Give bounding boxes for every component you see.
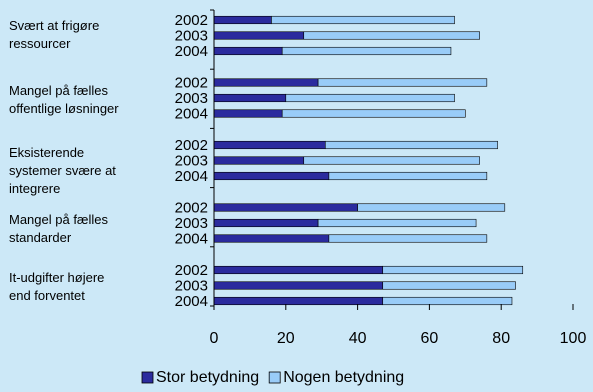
group-label: Eksisterende systemer svære at integrere	[9, 145, 116, 196]
x-tick-label: 100	[560, 330, 587, 347]
bar-stor-betydning	[213, 93, 287, 103]
x-tick-label: 60	[421, 330, 439, 347]
year-label: 2004	[175, 293, 208, 310]
bar-stor-betydning	[213, 234, 330, 243]
year-label: 2003	[175, 153, 208, 170]
bar-nogen-betydning	[271, 15, 455, 25]
group-label: It-udgifter højere end forventet	[9, 270, 104, 303]
y-axis-labels: Svært at frigøre ressourcer200220032004Ma…	[9, 12, 208, 310]
bar-stor-betydning	[213, 46, 283, 56]
bar-stor-betydning	[213, 296, 384, 306]
bar-stor-betydning	[213, 156, 305, 165]
year-label: 2003	[175, 28, 208, 45]
x-axis-ticks: 0 20 40 60 80 100	[210, 304, 587, 347]
bar-stor-betydning	[213, 218, 319, 228]
bar-stor-betydning	[213, 171, 330, 181]
bar-stor-betydning	[213, 15, 272, 25]
legend-swatch	[268, 371, 281, 384]
bar-nogen-betydning	[317, 218, 477, 228]
bar-nogen-betydning	[317, 78, 488, 87]
bar-nogen-betydning	[382, 296, 513, 306]
bar-nogen-betydning	[281, 109, 466, 118]
legend: Stor betydning Nogen betydning	[141, 369, 404, 386]
bar-stor-betydning	[213, 31, 305, 40]
bar-nogen-betydning	[303, 156, 480, 165]
year-label: 2002	[175, 262, 208, 279]
group-label: Mangel på fælles standarder	[9, 212, 108, 245]
bar-stor-betydning	[213, 109, 283, 118]
legend-swatch	[141, 371, 154, 384]
bar-stor-betydning	[213, 78, 319, 87]
bar-nogen-betydning	[281, 46, 452, 56]
bar-stor-betydning	[213, 281, 384, 290]
bar-nogen-betydning	[285, 93, 455, 103]
bar-nogen-betydning	[303, 31, 480, 40]
bar-nogen-betydning	[357, 203, 506, 212]
year-label: 2002	[175, 137, 208, 154]
bar-nogen-betydning	[324, 140, 498, 150]
x-tick-label: 40	[349, 330, 367, 347]
year-label: 2004	[175, 168, 208, 185]
x-tick-label: 20	[277, 330, 295, 347]
year-label: 2002	[175, 12, 208, 29]
year-label: 2003	[175, 278, 208, 295]
bar-stor-betydning	[213, 140, 326, 150]
bars	[213, 15, 524, 306]
x-tick-label: 80	[492, 330, 510, 347]
year-label: 2003	[175, 215, 208, 232]
bar-nogen-betydning	[382, 281, 516, 290]
year-label: 2003	[175, 90, 208, 107]
group-label: Mangel på fælles offentlige løsninger	[9, 83, 119, 116]
bar-nogen-betydning	[382, 265, 524, 275]
legend-label: Nogen betydning	[283, 369, 404, 386]
bar-nogen-betydning	[328, 171, 488, 181]
year-label: 2002	[175, 75, 208, 92]
bar-stor-betydning	[213, 203, 358, 212]
axes	[210, 9, 215, 307]
legend-label: Stor betydning	[156, 369, 259, 386]
year-label: 2002	[175, 200, 208, 217]
x-tick-label: 0	[210, 330, 219, 347]
group-label: Svært at frigøre ressourcer	[9, 18, 99, 51]
year-label: 2004	[175, 231, 208, 248]
bar-nogen-betydning	[328, 234, 488, 243]
year-label: 2004	[175, 43, 208, 60]
year-label: 2004	[175, 106, 208, 123]
bar-stor-betydning	[213, 265, 384, 275]
